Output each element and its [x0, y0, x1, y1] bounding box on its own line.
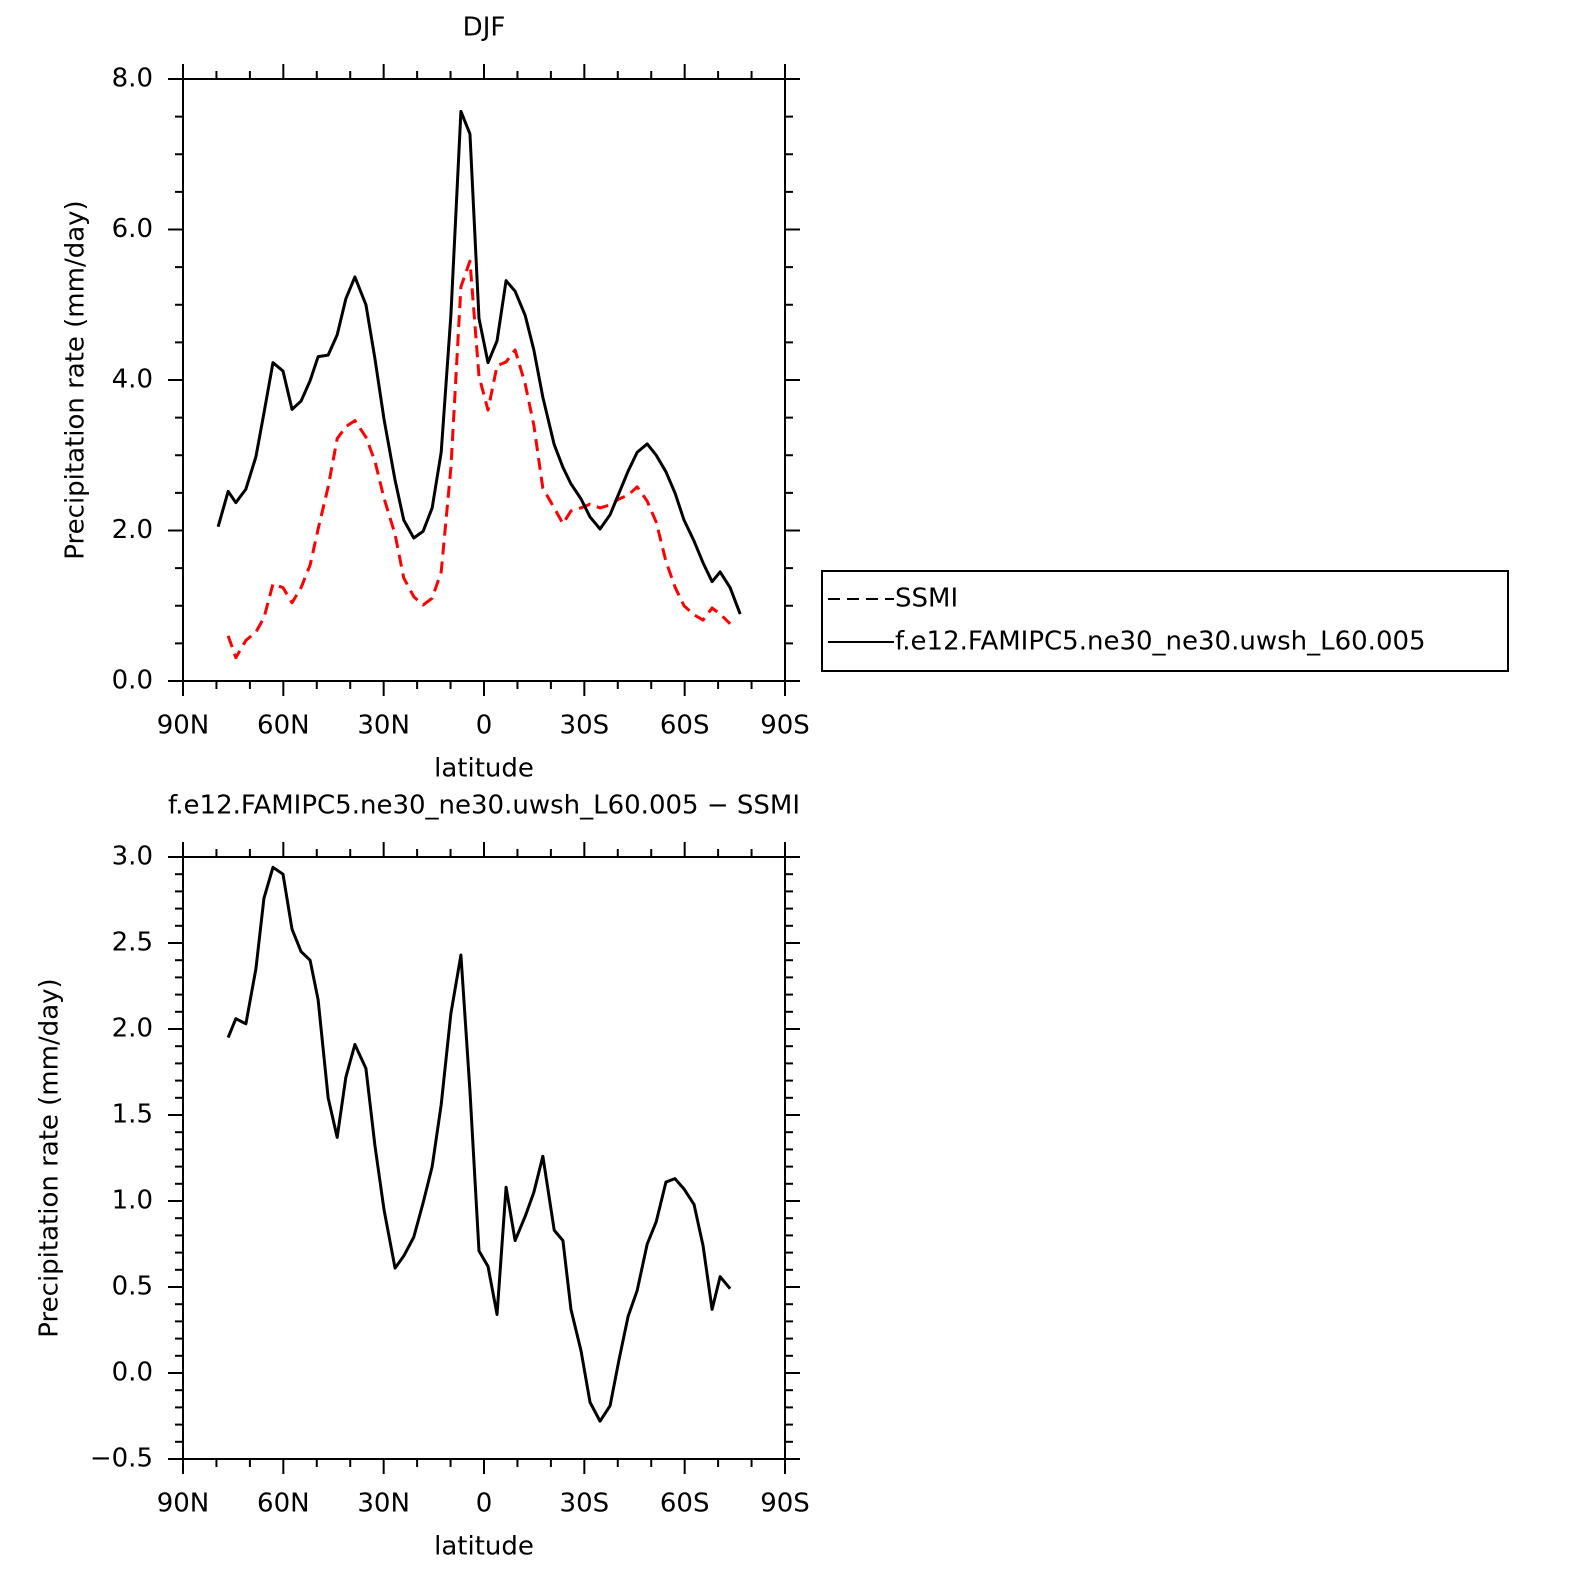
chart-title: f.e12.FAMIPC5.ne30_ne30.uwsh_L60.005 − S… — [168, 791, 800, 821]
x-tick-label: 0 — [476, 711, 493, 741]
y-tick-label: −0.5 — [90, 1444, 153, 1474]
y-tick-label: 2.0 — [112, 1014, 153, 1044]
y-tick-label: 0.0 — [112, 1358, 153, 1388]
y-tick-label: 8.0 — [112, 64, 153, 94]
data-line — [226, 865, 732, 1423]
y-tick-label: 2.0 — [112, 515, 153, 545]
y-axis-label: Precipitation rate (mm/day) — [61, 200, 91, 559]
y-axis-label: Precipitation rate (mm/day) — [35, 978, 65, 1337]
x-tick-label: 30N — [357, 711, 410, 741]
y-tick-label: 4.0 — [112, 365, 153, 395]
legend-label: SSMI — [895, 584, 958, 614]
plot-frame — [182, 856, 786, 1460]
legend-box — [821, 570, 1509, 672]
y-tick-label: 1.0 — [112, 1186, 153, 1216]
y-tick-label: 0.0 — [112, 666, 153, 696]
chart-title: DJF — [463, 13, 506, 43]
y-tick-label: 6.0 — [112, 214, 153, 244]
x-tick-label: 30N — [357, 1489, 410, 1519]
y-tick-label: 3.0 — [112, 842, 153, 872]
data-line — [216, 109, 742, 615]
x-tick-label: 60S — [660, 711, 710, 741]
x-axis-label: latitude — [434, 1532, 534, 1562]
y-tick-label: 0.5 — [112, 1272, 153, 1302]
x-tick-label: 60S — [660, 1489, 710, 1519]
x-tick-label: 90N — [157, 1489, 210, 1519]
plot-frame — [182, 78, 786, 682]
x-tick-label: 90S — [760, 711, 810, 741]
y-tick-label: 1.5 — [112, 1100, 153, 1130]
y-tick-label: 2.5 — [112, 928, 153, 958]
x-tick-label: 60N — [257, 711, 310, 741]
x-tick-label: 30S — [560, 1489, 610, 1519]
x-tick-label: 90S — [760, 1489, 810, 1519]
x-tick-label: 0 — [476, 1489, 493, 1519]
legend-label: f.e12.FAMIPC5.ne30_ne30.uwsh_L60.005 — [895, 627, 1426, 657]
data-line — [226, 259, 732, 660]
x-tick-label: 90N — [157, 711, 210, 741]
x-axis-label: latitude — [434, 754, 534, 784]
x-tick-label: 30S — [560, 711, 610, 741]
x-tick-label: 60N — [257, 1489, 310, 1519]
